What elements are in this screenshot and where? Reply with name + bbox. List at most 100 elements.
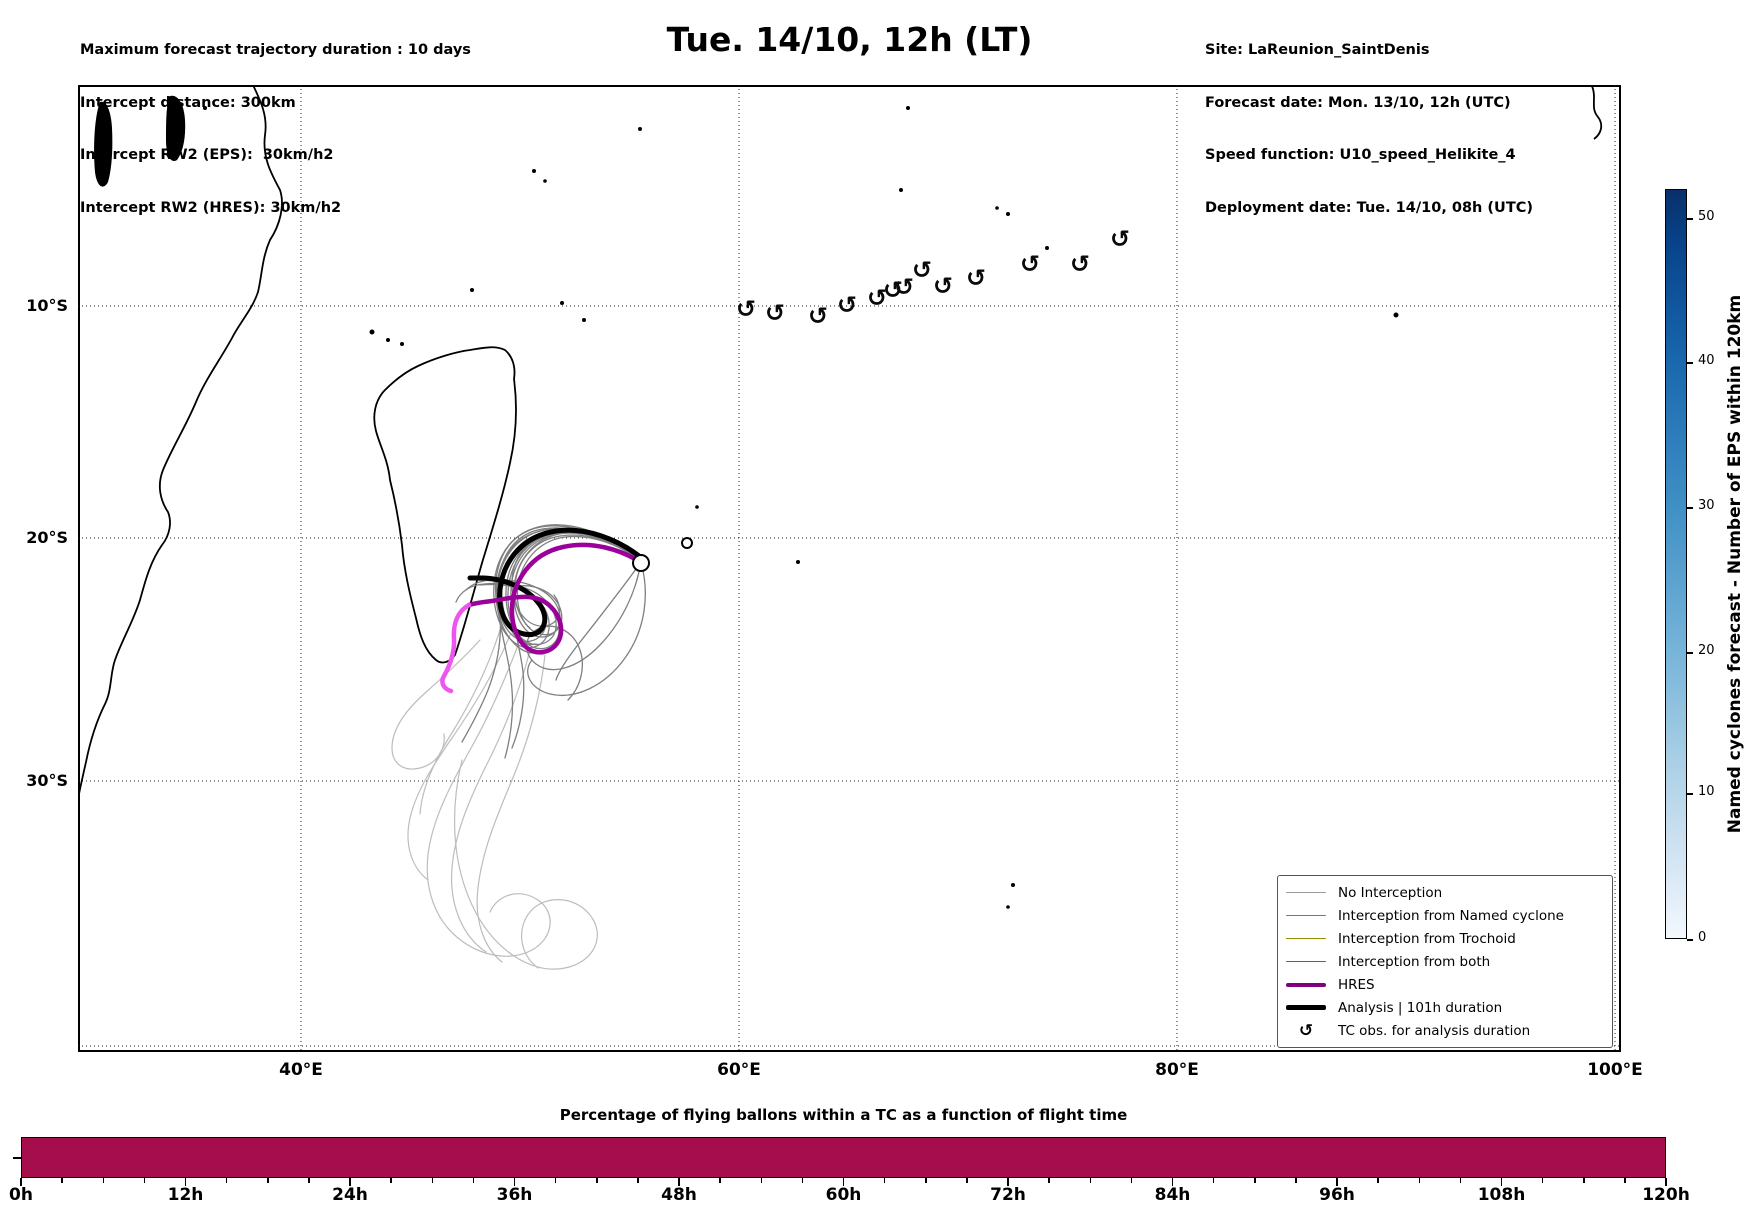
- flight-xtick-major: [678, 1178, 680, 1186]
- island-dot: [543, 179, 547, 183]
- island-ring: [681, 537, 693, 549]
- lon-tick-label: 40°E: [279, 1060, 323, 1080]
- colorbar: [1665, 189, 1687, 939]
- trajectory-no-interception: [555, 561, 642, 681]
- tc-obs-symbol: ↺: [808, 302, 828, 330]
- flight-xtick-minor: [1541, 1178, 1544, 1183]
- colorbar-tick: [1687, 793, 1693, 795]
- flight-xtick-label: 96h: [1319, 1185, 1355, 1205]
- colorbar-tick: [1687, 507, 1693, 509]
- tc-obs-symbol: ↺: [1020, 250, 1040, 278]
- island-dot: [560, 301, 564, 305]
- flight-xtick-minor: [431, 1178, 433, 1183]
- flight-xtick-label: 108h: [1477, 1185, 1526, 1205]
- flight-xtick-label: 48h: [661, 1185, 697, 1205]
- coastline: [1591, 85, 1603, 140]
- trajectory-hres: [466, 542, 648, 655]
- intercept-rw2-hres-line: Intercept RW2 (HRES): 30km/h2: [80, 199, 342, 216]
- legend-item-label: Interception from Trochoid: [1338, 930, 1516, 947]
- legend-item: Interception from Named cyclone: [1286, 905, 1604, 927]
- flight-xtick-minor: [925, 1178, 927, 1183]
- flight-xtick-minor: [883, 1178, 886, 1183]
- flight-xtick-minor: [143, 1178, 146, 1183]
- island-dot: [638, 127, 642, 131]
- trajectory-no-interception-light: [407, 634, 511, 881]
- flight-xtick-minor: [966, 1178, 968, 1183]
- flight-xtick-major: [1007, 1178, 1009, 1186]
- trajectory-hres-tail: [440, 602, 472, 694]
- legend-item-label: Analysis | 101h duration: [1338, 999, 1503, 1016]
- legend: No Interception Interception from Named c…: [1277, 875, 1613, 1048]
- legend-line-swatch: [1286, 961, 1326, 962]
- legend-item-label: Interception from Named cyclone: [1338, 907, 1564, 924]
- flight-xtick-major: [1336, 1178, 1338, 1186]
- map-frame: [78, 85, 1621, 1052]
- trajectory-no-interception-light: [453, 759, 598, 970]
- colorbar-label: Named cyclones forecast - Number of EPS …: [1725, 294, 1745, 834]
- flight-xtick-minor: [1624, 1178, 1626, 1183]
- colorbar-tick-label: 0: [1698, 930, 1707, 945]
- flight-xtick-label: 84h: [1154, 1185, 1191, 1205]
- flight-xtick-major: [842, 1178, 845, 1186]
- colorbar-tick-label: 20: [1698, 643, 1715, 658]
- legend-line-swatch: [1286, 938, 1326, 939]
- flight-xtick-major: [184, 1178, 187, 1186]
- legend-item-label: Interception from both: [1338, 953, 1491, 970]
- tc-obs-icon: ↺: [1298, 1020, 1314, 1041]
- flight-xtick-minor: [801, 1178, 804, 1183]
- flight-xtick-minor: [1418, 1178, 1420, 1183]
- speed-function-line: Speed function: U10_speed_Helikite_4: [1205, 147, 1516, 163]
- tc-obs-symbol: ↺: [867, 284, 887, 312]
- legend-item: ↺ TC obs. for analysis duration: [1286, 1020, 1604, 1042]
- flight-xtick-minor: [1459, 1178, 1462, 1183]
- flight-xtick-minor: [1048, 1178, 1050, 1183]
- legend-item-label: HRES: [1338, 976, 1375, 993]
- lake: [166, 95, 186, 162]
- flight-chart-ytick: [13, 1157, 21, 1159]
- tc-obs-symbol: ↺: [1070, 250, 1090, 278]
- colorbar-tick-label: 10: [1698, 784, 1715, 799]
- flight-xtick-major: [1171, 1178, 1174, 1186]
- legend-line-swatch: [1286, 915, 1326, 916]
- trajectory-no-interception-light: [450, 649, 531, 953]
- max-duration-line: Maximum forecast trajectory duration : 1…: [80, 42, 471, 58]
- flight-xtick-minor: [719, 1178, 721, 1183]
- flight-xtick-minor: [1254, 1178, 1256, 1183]
- legend-line-swatch: [1286, 892, 1326, 893]
- flight-xtick-label: 12h: [167, 1185, 204, 1205]
- island-dot: [203, 106, 207, 110]
- coastline: [373, 346, 517, 664]
- island-dot: [796, 560, 800, 564]
- island-dot: [369, 329, 375, 335]
- flight-xtick-label: 36h: [496, 1185, 533, 1205]
- flight-xtick-label: 0h: [9, 1185, 33, 1205]
- lat-tick-label: 30°S: [26, 771, 68, 790]
- flight-xtick-minor: [1295, 1178, 1297, 1183]
- island-dot: [1393, 312, 1399, 318]
- island-dot: [995, 206, 999, 210]
- header-right-info: Site: LaReunion_SaintDenis Forecast date…: [1205, 7, 1533, 235]
- colorbar-tick: [1687, 652, 1693, 654]
- flight-xtick-minor: [760, 1178, 762, 1183]
- flight-percentage-bar: [21, 1137, 1666, 1178]
- legend-item-label: No Interception: [1338, 884, 1443, 901]
- flight-xtick-minor: [472, 1178, 475, 1183]
- flight-xtick-label: 60h: [825, 1185, 862, 1205]
- island-dot: [470, 288, 474, 292]
- site-line: Site: LaReunion_SaintDenis: [1205, 42, 1430, 58]
- deployment-date-line: Deployment date: Tue. 14/10, 08h (UTC): [1205, 199, 1533, 216]
- island-dot: [906, 106, 910, 110]
- tc-obs-symbol: ↺: [736, 295, 756, 323]
- flight-xtick-minor: [61, 1178, 63, 1183]
- tc-obs-symbol: ↺: [883, 276, 903, 304]
- trajectory-no-interception-light: [476, 654, 546, 963]
- flight-xtick-minor: [596, 1178, 598, 1183]
- trajectory-no-interception: [514, 534, 642, 629]
- flight-xtick-minor: [637, 1178, 639, 1183]
- tc-obs-symbol: ↺: [894, 273, 914, 301]
- colorbar-tick: [1687, 362, 1693, 364]
- island-dot: [386, 338, 390, 342]
- flight-xtick-label: 24h: [332, 1185, 368, 1205]
- tc-obs-symbol: ↺: [912, 256, 932, 284]
- flight-xtick-major: [20, 1178, 22, 1186]
